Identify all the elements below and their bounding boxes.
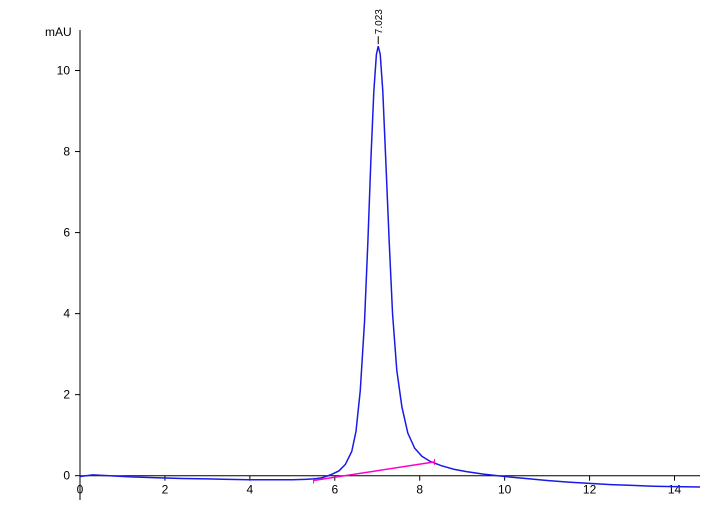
chromatogram-chart: 0 2 4 6 8 10 12 14 0 2 4 6 8 10 mAU 7.023 <box>0 0 720 528</box>
x-tick-label: 8 <box>416 483 423 497</box>
chromatogram-trace <box>80 46 700 487</box>
y-axis-unit: mAU <box>45 25 72 39</box>
x-tick-label: 0 <box>77 483 84 497</box>
y-tick-label: 4 <box>63 307 70 321</box>
y-tick-label: 0 <box>63 469 70 483</box>
x-tick-label: 4 <box>247 483 254 497</box>
x-tick-label: 6 <box>331 483 338 497</box>
chart-svg: 0 2 4 6 8 10 12 14 0 2 4 6 8 10 mAU 7.023 <box>0 0 720 528</box>
x-tick-label: 14 <box>668 483 682 497</box>
x-tick-label: 10 <box>498 483 512 497</box>
x-tick-label: 2 <box>162 483 169 497</box>
y-tick-label: 8 <box>63 145 70 159</box>
integration-baseline <box>314 462 435 481</box>
y-tick-label: 2 <box>63 388 70 402</box>
y-tick-label: 6 <box>63 226 70 240</box>
y-tick-label: 10 <box>57 64 71 78</box>
x-tick-label: 12 <box>583 483 597 497</box>
peak-retention-label: 7.023 <box>374 9 385 34</box>
